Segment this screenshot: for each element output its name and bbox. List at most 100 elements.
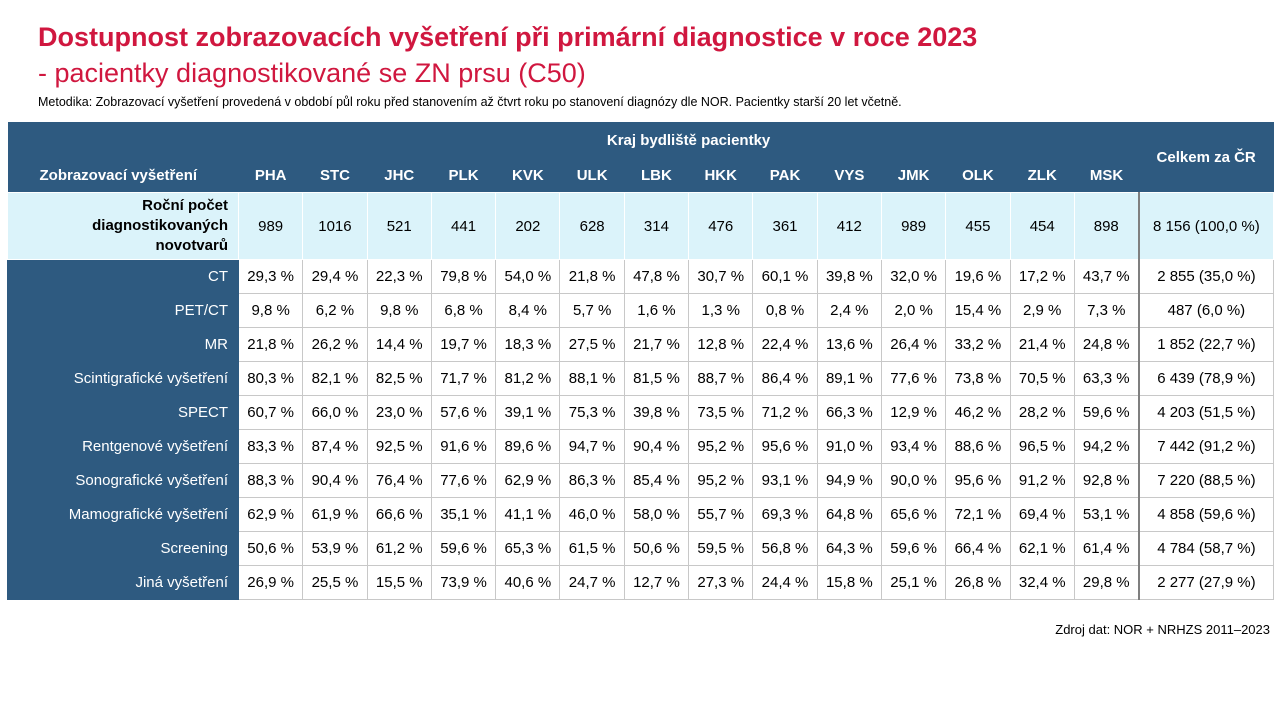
table-cell-jmk: 65,6 % bbox=[880, 497, 947, 532]
column-header-ulk: ULK bbox=[559, 158, 625, 193]
table-cell-plk: 57,6 % bbox=[430, 395, 497, 430]
table-row: Rentgenové vyšetření 83,3 % 87,4 % 92,5 % 91… bbox=[7, 429, 1275, 464]
table-cell-hkk: 59,5 % bbox=[688, 531, 754, 566]
data-source-note: Zdroj dat: NOR + NRHZS 2011–2023 bbox=[1055, 622, 1270, 637]
table-cell-jmk: 32,0 % bbox=[880, 259, 947, 294]
table-cell-plk: 79,8 % bbox=[430, 259, 497, 294]
table-cell-lbk: 1,6 % bbox=[623, 293, 690, 328]
table-cell-jmk: 12,9 % bbox=[880, 395, 947, 430]
row-label: MR bbox=[7, 327, 239, 362]
table-cell-olk: 72,1 % bbox=[945, 497, 1011, 532]
table-cell-pak: 71,2 % bbox=[752, 395, 818, 430]
table-cell-hkk: 88,7 % bbox=[688, 361, 754, 396]
table-cell-zlk: 62,1 % bbox=[1009, 531, 1075, 566]
table-cell-pak: 95,6 % bbox=[752, 429, 818, 464]
table-cell-lbk: 85,4 % bbox=[623, 463, 690, 498]
table-cell-hkk: 73,5 % bbox=[688, 395, 754, 430]
row-header-label: Zobrazovací vyšetření bbox=[7, 122, 239, 193]
table-cell-jmk: 59,6 % bbox=[880, 531, 947, 566]
table-cell-jhc: 66,6 % bbox=[366, 497, 432, 532]
table-cell-pak: 86,4 % bbox=[752, 361, 818, 396]
table-cell-msk: 63,3 % bbox=[1073, 361, 1140, 396]
table-cell-total: 4 858 (59,6 %) bbox=[1137, 497, 1275, 532]
table-cell-jmk: 2,0 % bbox=[880, 293, 947, 328]
table-cell-plk: 6,8 % bbox=[430, 293, 497, 328]
column-header-zlk: ZLK bbox=[1010, 158, 1075, 193]
table-cell-hkk: 30,7 % bbox=[688, 259, 754, 294]
table-cell-olk: 88,6 % bbox=[945, 429, 1011, 464]
table-cell-zlk: 28,2 % bbox=[1009, 395, 1075, 430]
table-cell-jhc: 23,0 % bbox=[366, 395, 432, 430]
row-label: CT bbox=[7, 259, 239, 294]
table-cell-plk: 35,1 % bbox=[430, 497, 497, 532]
table-cell-plk: 59,6 % bbox=[430, 531, 497, 566]
table-cell-stc: 90,4 % bbox=[302, 463, 368, 498]
table-cell-olk: 19,6 % bbox=[945, 259, 1011, 294]
table-cell-pha: 60,7 % bbox=[237, 395, 304, 430]
table-cell-zlk: 2,9 % bbox=[1009, 293, 1075, 328]
row-label: Rentgenové vyšetření bbox=[7, 429, 239, 464]
table-cell-jmk: 25,1 % bbox=[880, 565, 947, 600]
table-cell-zlk: 32,4 % bbox=[1009, 565, 1075, 600]
table-cell-jhc: 76,4 % bbox=[366, 463, 432, 498]
row-label: Sonografické vyšetření bbox=[7, 463, 239, 498]
table-cell-stc: 66,0 % bbox=[302, 395, 368, 430]
table-cell-msk: 61,4 % bbox=[1073, 531, 1140, 566]
table-cell-olk: 66,4 % bbox=[945, 531, 1011, 566]
table-cell-jmk: 77,6 % bbox=[880, 361, 947, 396]
table-cell-stc: 26,2 % bbox=[302, 327, 368, 362]
table-cell-hkk: 27,3 % bbox=[688, 565, 754, 600]
table-cell-total: 2 855 (35,0 %) bbox=[1137, 259, 1275, 294]
table-cell-pha: 80,3 % bbox=[237, 361, 304, 396]
table-cell-olk: 26,8 % bbox=[945, 565, 1011, 600]
table-cell-olk: 95,6 % bbox=[945, 463, 1011, 498]
table-cell-hkk: 95,2 % bbox=[688, 463, 754, 498]
table-cell-lbk: 39,8 % bbox=[623, 395, 690, 430]
page-title: Dostupnost zobrazovacích vyšetření při p… bbox=[38, 22, 978, 52]
column-header-msk: MSK bbox=[1074, 158, 1139, 193]
table-cell-plk: 77,6 % bbox=[430, 463, 497, 498]
table-cell-jmk: 90,0 % bbox=[880, 463, 947, 498]
table-cell-kvk: 62,9 % bbox=[495, 463, 561, 498]
table-cell-plk: 91,6 % bbox=[430, 429, 497, 464]
table-cell-zlk: 96,5 % bbox=[1009, 429, 1075, 464]
count-cell-msk: 898 bbox=[1073, 192, 1140, 260]
table-cell-vys: 91,0 % bbox=[816, 429, 882, 464]
table-cell-ulk: 24,7 % bbox=[559, 565, 625, 600]
table-row: SPECT 60,7 % 66,0 % 23,0 % 57,6 % 39,1 % 75,3 … bbox=[7, 395, 1275, 430]
table-cell-lbk: 21,7 % bbox=[623, 327, 690, 362]
table-cell-olk: 73,8 % bbox=[945, 361, 1011, 396]
table-cell-lbk: 58,0 % bbox=[623, 497, 690, 532]
column-header-jhc: JHC bbox=[367, 158, 432, 193]
count-cell-pha: 989 bbox=[237, 192, 304, 260]
count-cell-ulk: 628 bbox=[559, 192, 625, 260]
column-header-stc: STC bbox=[302, 158, 368, 193]
table-cell-plk: 19,7 % bbox=[430, 327, 497, 362]
table-cell-kvk: 81,2 % bbox=[495, 361, 561, 396]
table-cell-pak: 24,4 % bbox=[752, 565, 818, 600]
count-cell-jhc: 521 bbox=[366, 192, 432, 260]
table-cell-hkk: 55,7 % bbox=[688, 497, 754, 532]
table-cell-jhc: 9,8 % bbox=[366, 293, 432, 328]
table-cell-kvk: 8,4 % bbox=[495, 293, 561, 328]
table-row: PET/CT 9,8 % 6,2 % 9,8 % 6,8 % 8,4 % 5,7 % 1,6 … bbox=[7, 293, 1275, 328]
count-cell-jmk: 989 bbox=[880, 192, 947, 260]
table-cell-pak: 22,4 % bbox=[752, 327, 818, 362]
table-row: Sonografické vyšetření 88,3 % 90,4 % 76,4 %… bbox=[7, 463, 1275, 498]
row-label: SPECT bbox=[7, 395, 239, 430]
table-cell-total: 4 784 (58,7 %) bbox=[1137, 531, 1275, 566]
column-header-row: PHA STC JHC PLK KVK ULK LBK HKK PAK VYS JMK OLK ZLK M… bbox=[8, 158, 1274, 193]
table-cell-ulk: 61,5 % bbox=[559, 531, 625, 566]
table-cell-plk: 71,7 % bbox=[430, 361, 497, 396]
table-cell-ulk: 5,7 % bbox=[559, 293, 625, 328]
count-row: Roční počet diagnostikovaných novotvarů … bbox=[7, 192, 1275, 260]
table-cell-pha: 83,3 % bbox=[237, 429, 304, 464]
table-cell-pak: 56,8 % bbox=[752, 531, 818, 566]
table-cell-total: 7 220 (88,5 %) bbox=[1137, 463, 1275, 498]
table-cell-ulk: 27,5 % bbox=[559, 327, 625, 362]
column-header-lbk: LBK bbox=[624, 158, 689, 193]
count-cell-pak: 361 bbox=[752, 192, 818, 260]
table-cell-hkk: 95,2 % bbox=[688, 429, 754, 464]
table-cell-pha: 29,3 % bbox=[237, 259, 304, 294]
table-cell-lbk: 81,5 % bbox=[623, 361, 690, 396]
